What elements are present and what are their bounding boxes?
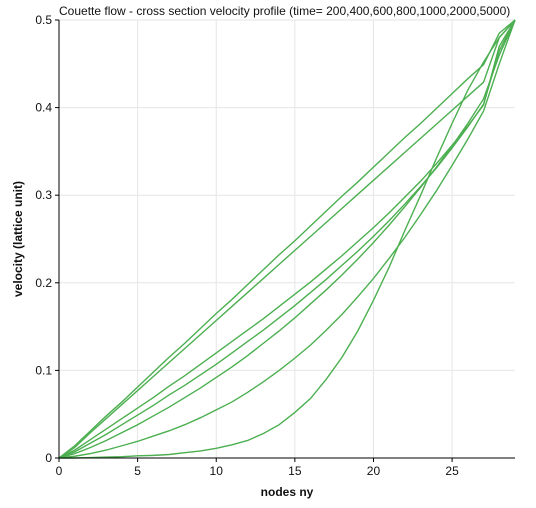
series-line-4 [58, 19, 516, 459]
chart-title: Couette flow - cross section velocity pr… [59, 4, 510, 18]
y-axis-title: velocity (lattice unit) [11, 181, 25, 297]
series-lines [58, 19, 516, 459]
x-axis-title: nodes ny [261, 485, 314, 499]
series-line-1 [59, 19, 516, 459]
x-tick-label: 10 [210, 464, 224, 478]
y-tick-label: 0.1 [35, 363, 52, 377]
ticks: 0 5 10 15 20 25 0 0.1 0.2 0.3 0.4 0.5 [35, 13, 459, 478]
series-line-2 [58, 19, 516, 459]
x-tick-label: 5 [134, 464, 141, 478]
y-tick-label: 0.4 [35, 101, 52, 115]
series-line-3 [58, 19, 516, 459]
series-line-5 [58, 19, 516, 459]
series-line-7 [58, 19, 516, 459]
x-tick-label: 0 [56, 464, 63, 478]
y-tick-label: 0 [45, 451, 52, 465]
x-tick-label: 25 [445, 464, 459, 478]
y-tick-label: 0.3 [35, 188, 52, 202]
axes [58, 20, 515, 459]
series-line-6 [58, 19, 516, 459]
x-tick-label: 15 [288, 464, 302, 478]
y-tick-label: 0.2 [35, 276, 52, 290]
y-tick-label: 0.5 [35, 13, 52, 27]
x-tick-label: 20 [367, 464, 381, 478]
grid [59, 19, 515, 458]
